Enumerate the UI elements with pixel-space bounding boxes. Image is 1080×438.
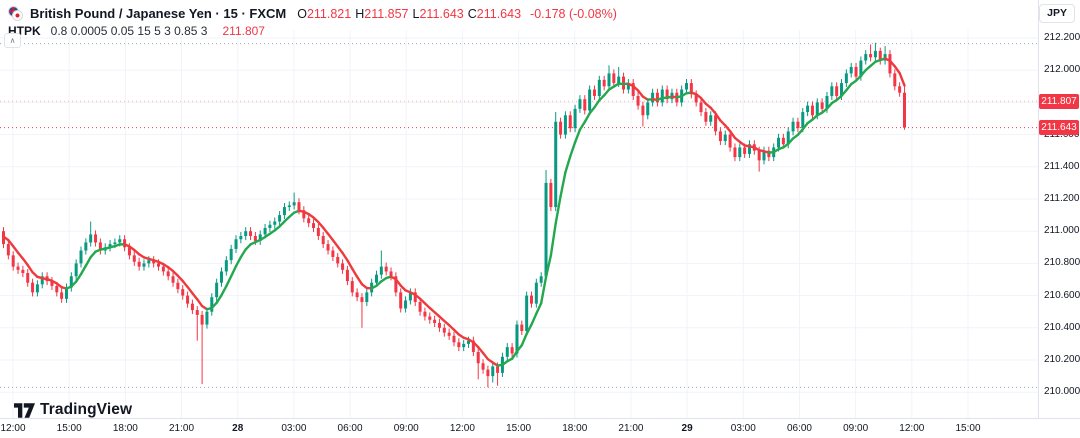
time-tick-label: 12:00 [0,423,26,434]
close-value: 211.643 [476,6,522,21]
price-tick-label: 211.400 [1044,160,1080,172]
open-value: 211.821 [306,6,352,21]
high-label: H [355,6,365,21]
tradingview-logo-icon [14,402,35,418]
price-badge: 211.807 [1039,93,1079,109]
price-tick-label: 211.000 [1044,225,1080,237]
symbol-title[interactable]: British Pound / Japanese Yen · 15 · FXCM [30,6,287,21]
ohlc-values: O211.821 H211.857 L211.643 C211.643 [297,7,521,21]
price-tick-label: 210.400 [1044,321,1080,333]
time-tick-label: 09:00 [393,423,419,434]
time-tick-label: 06:00 [786,423,812,434]
price-tick-label: 210.200 [1044,354,1080,365]
time-tick-label: 15:00 [955,423,981,434]
time-tick-label: 15:00 [56,423,82,434]
price-axis[interactable]: 212.200212.000211.800211.600211.400211.2… [1039,0,1080,418]
price-badge: 211.643 [1039,120,1079,136]
price-tick-label: 211.200 [1044,193,1080,204]
time-tick-label: 09:00 [843,423,869,434]
grid-layer [0,30,1038,418]
time-tick-day-label: 29 [681,423,693,434]
price-tick-label: 210.600 [1044,289,1080,301]
ma-overlay-layer [2,57,906,367]
time-tick-label: 06:00 [337,423,363,434]
currency-unit-button[interactable]: JPY [1039,4,1075,23]
tradingview-logo[interactable]: TradingView [14,401,132,419]
close-label: C [467,6,477,21]
time-tick-label: 03:00 [281,423,307,434]
time-tick-label: 12:00 [899,423,925,434]
price-axis-separator [1038,0,1039,419]
time-axis-separator [0,418,1080,419]
time-tick-label: 21:00 [618,423,644,434]
time-tick-label: 21:00 [169,423,195,434]
candles-layer [2,42,906,388]
chart-legend: British Pound / Japanese Yen · 15 · FXCM… [8,5,617,39]
time-tick-label: 15:00 [506,423,532,434]
time-tick-label: 18:00 [112,423,138,434]
time-tick-label: 18:00 [562,423,588,434]
jpy-flag-icon [12,10,23,21]
time-tick-label: 03:00 [730,423,756,434]
chevron-up-icon: ∧ [9,35,16,45]
tradingview-wordmark: TradingView [40,401,133,418]
high-value: 211.857 [364,6,409,21]
indicator-legend-row[interactable]: HTPK 0.8 0.0005 0.05 15 5 3 0.85 3 211.8… [8,22,617,39]
price-tick-label: 212.200 [1044,32,1080,43]
time-tick-day-label: 28 [232,423,244,434]
symbol-legend-row[interactable]: British Pound / Japanese Yen · 15 · FXCM… [8,5,617,22]
price-lines-layer [0,43,1038,388]
low-value: 211.643 [419,6,464,21]
currency-pair-icon [8,6,23,21]
change-value: -0.178 (-0.08%) [530,6,617,21]
indicator-value: 211.807 [222,23,265,38]
time-tick-label: 12:00 [449,423,475,434]
price-tick-label: 210.000 [1044,386,1080,398]
legend-collapse-button[interactable]: ∧ [4,33,21,48]
price-tick-label: 212.000 [1044,64,1080,76]
indicator-params: 0.8 0.0005 0.05 15 5 3 0.85 3 [50,23,208,38]
price-tick-label: 210.800 [1044,257,1080,269]
open-label: O [297,6,307,21]
time-axis[interactable]: 12:00 15:00 18:00 21:00 28 03:00 06:00 09:00 12:… [0,419,1080,438]
low-label: L [412,6,420,21]
